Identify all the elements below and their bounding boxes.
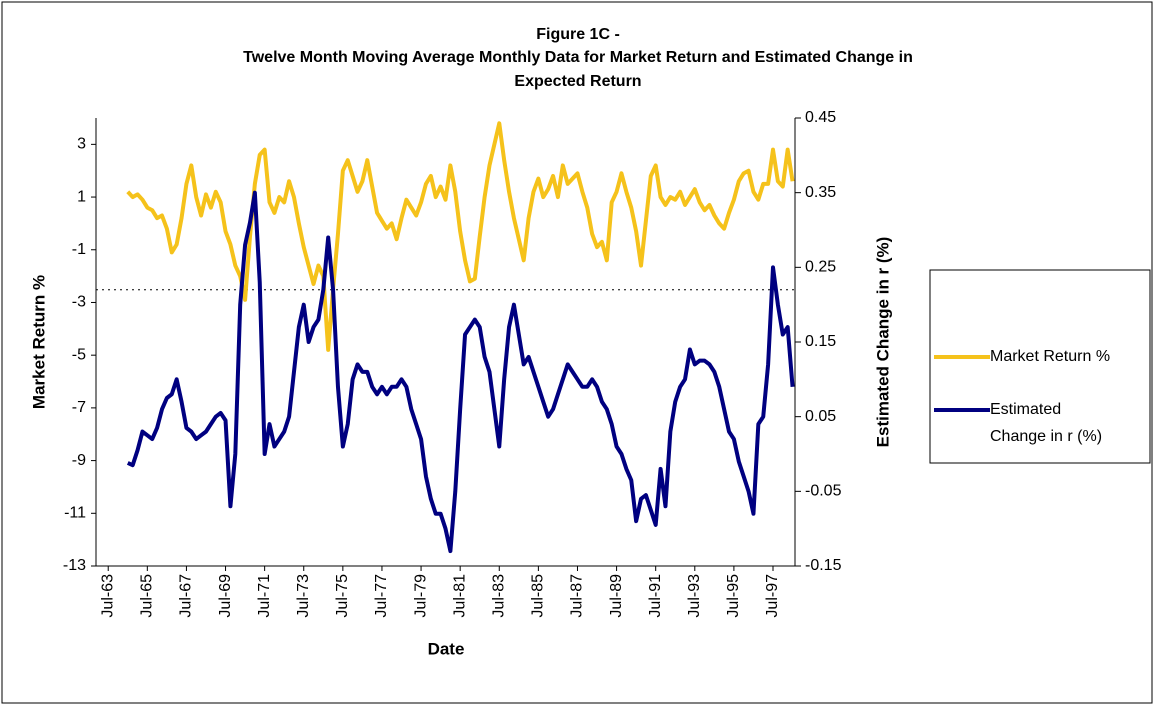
- x-axis-title: Date: [428, 639, 465, 658]
- legend-label: Market Return %: [990, 348, 1110, 365]
- y-axis-title: Market Return %: [29, 275, 48, 409]
- y-tick-label: -13: [63, 557, 86, 574]
- y-tick-label: 3: [77, 136, 86, 153]
- y-tick-label: -1: [72, 241, 86, 258]
- x-tick-label: Jul-87: [569, 574, 586, 618]
- y2-tick-label: 0.45: [805, 109, 836, 126]
- x-tick-label: Jul-81: [451, 574, 468, 618]
- y2-tick-label: 0.15: [805, 333, 836, 350]
- x-tick-label: Jul-85: [530, 574, 547, 618]
- y-tick-label: -3: [72, 294, 86, 311]
- y-tick-label: -7: [72, 399, 86, 416]
- chart-title: Figure 1C -: [536, 26, 620, 43]
- x-tick-label: Jul-79: [412, 574, 429, 618]
- x-tick-label: Jul-71: [256, 574, 273, 618]
- y2-tick-label: 0.35: [805, 184, 836, 201]
- legend-label-line: Change in r (%): [990, 428, 1102, 445]
- y2-tick-label: 0.05: [805, 408, 836, 425]
- x-tick-label: Jul-97: [764, 574, 781, 618]
- x-tick-label: Jul-63: [99, 574, 116, 618]
- series-line: [126, 121, 795, 352]
- legend-box: [929, 269, 1151, 464]
- x-tick-label: Jul-95: [725, 574, 742, 618]
- y-tick-label: 1: [77, 188, 86, 205]
- y2-tick-label: 0.25: [805, 259, 836, 276]
- y2-tick-label: -0.05: [805, 483, 842, 500]
- y-tick-label: -9: [72, 452, 86, 469]
- chart-title: Twelve Month Moving Average Monthly Data…: [243, 49, 913, 66]
- y-tick-label: -5: [72, 346, 86, 363]
- x-tick-label: Jul-65: [139, 574, 156, 618]
- x-tick-label: Jul-75: [334, 574, 351, 618]
- x-tick-label: Jul-69: [217, 574, 234, 618]
- x-tick-label: Jul-91: [647, 574, 664, 618]
- x-tick-label: Jul-93: [686, 574, 703, 618]
- y2-tick-label: -0.15: [805, 557, 842, 574]
- x-tick-label: Jul-77: [373, 574, 390, 618]
- y-tick-label: -11: [64, 505, 86, 522]
- chart-title: Expected Return: [514, 73, 641, 90]
- x-tick-label: Jul-67: [178, 574, 195, 618]
- series-line: [126, 190, 795, 554]
- x-tick-label: Jul-73: [295, 574, 312, 618]
- y2-axis-title: Estimated Change in r (%): [873, 237, 892, 448]
- x-tick-label: Jul-89: [608, 574, 625, 618]
- legend-label-line: Estimated: [990, 401, 1061, 418]
- x-tick-label: Jul-83: [490, 574, 507, 618]
- legend-label: Estimated Change in r (%): [990, 401, 1102, 445]
